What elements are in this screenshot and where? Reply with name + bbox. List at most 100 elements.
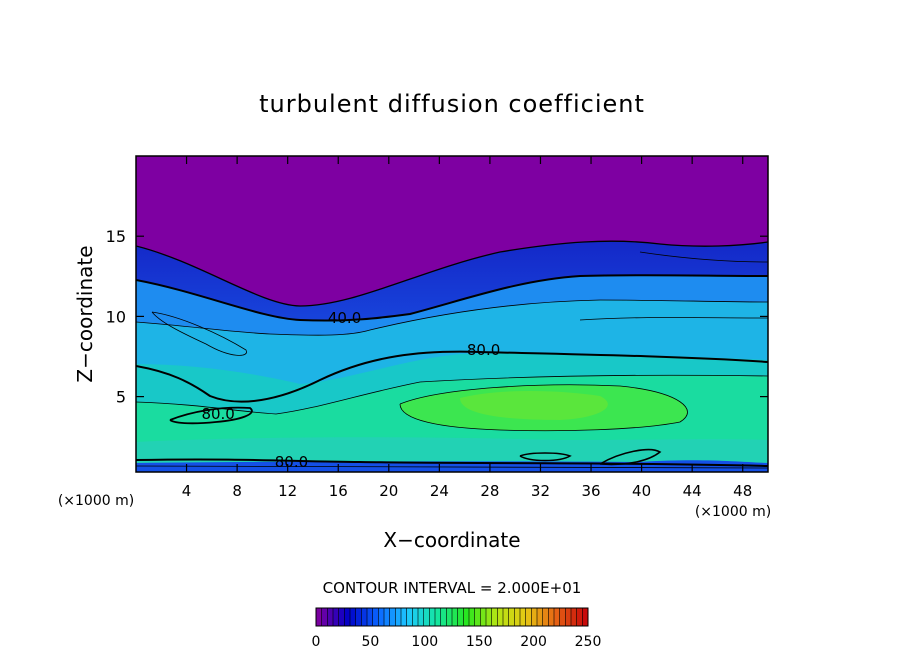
- field-low-core: [460, 391, 608, 420]
- x-tick-label: 8: [232, 482, 242, 500]
- colorbar-swatch: [350, 608, 357, 626]
- colorbar-tick-label: 200: [520, 634, 547, 650]
- contour-label: 80.0: [275, 453, 308, 471]
- colorbar-swatch: [582, 608, 589, 626]
- x-tick-label: 44: [683, 482, 702, 500]
- contour-line-100: [136, 374, 768, 415]
- colorbar-swatch: [321, 608, 328, 626]
- colorbar-swatch: [401, 608, 408, 626]
- colorbar-swatch: [531, 608, 538, 626]
- colorbar-swatch: [316, 608, 323, 626]
- colorbar-swatch: [480, 608, 487, 626]
- colorbar-swatch: [537, 608, 544, 626]
- colorbar-swatch: [491, 608, 498, 626]
- colorbar-swatch: [418, 608, 425, 626]
- contour-label: 80.0: [201, 405, 234, 423]
- x-tick-label: 12: [278, 482, 297, 500]
- colorbar-swatch: [440, 608, 447, 626]
- colorbar-swatch: [429, 608, 436, 626]
- colorbar-swatch: [463, 608, 470, 626]
- colorbar: [315, 607, 589, 627]
- x-tick-label: 4: [182, 482, 192, 500]
- colorbar-tick-label: 50: [361, 634, 379, 650]
- colorbar-swatch: [378, 608, 385, 626]
- y-tick-label: 10: [106, 307, 126, 326]
- x-axis-label: X−coordinate: [383, 528, 520, 552]
- x-axis-ticks: 4 8 12 16 20 24 28 32 36 40 44 48: [182, 156, 752, 500]
- y-tick-label: 5: [116, 388, 126, 407]
- x-tick-label: 16: [329, 482, 348, 500]
- colorbar-swatch: [372, 608, 379, 626]
- colorbar-swatch: [525, 608, 532, 626]
- colorbar-swatch: [548, 608, 555, 626]
- colorbar-swatch: [469, 608, 476, 626]
- x-unit-right: (×1000 m): [695, 504, 771, 520]
- colorbar-swatch: [338, 608, 345, 626]
- contour-interval: CONTOUR INTERVAL = 2.000E+01: [323, 579, 582, 597]
- x-tick-label: 20: [379, 482, 398, 500]
- contour-label: 40.0: [328, 309, 361, 327]
- contour-line-80-upper: [136, 350, 768, 403]
- colorbar-swatch: [486, 608, 493, 626]
- contour-lines: [136, 240, 768, 469]
- contour-label-layer: 40.0 80.0 80.0 80.0: [201, 309, 500, 471]
- x-tick-label: 32: [531, 482, 550, 500]
- x-tick-label: 48: [733, 482, 752, 500]
- y-axis-label: Z−coordinate: [73, 245, 97, 382]
- colorbar-swatch: [576, 608, 583, 626]
- colorbar-swatch: [384, 608, 391, 626]
- y-axis-ticks: 5 10 15: [106, 227, 768, 407]
- contour-line-40: [136, 274, 768, 322]
- colorbar-swatch: [457, 608, 464, 626]
- plot-area: [136, 156, 768, 472]
- colorbar-swatch: [514, 608, 521, 626]
- plot-frame: [135, 155, 769, 473]
- colorbar-swatch: [565, 608, 572, 626]
- contour-line-ground: [136, 465, 768, 469]
- colorbar-tick-label: 100: [411, 634, 438, 650]
- x-tick-label: 24: [430, 482, 449, 500]
- colorbar-swatch: [452, 608, 459, 626]
- colorbar-swatch: [503, 608, 510, 626]
- colorbar-frame: [315, 607, 589, 627]
- colorbar-tick-label: 150: [466, 634, 493, 650]
- x-tick-label: 40: [632, 482, 651, 500]
- contour-line-120: [399, 384, 688, 432]
- colorbar-swatch: [571, 608, 578, 626]
- colorbar-swatch: [520, 608, 527, 626]
- contour-line-80-lower: [136, 458, 768, 467]
- contour-line-centre-bump: [519, 452, 572, 462]
- colorbar-swatch: [367, 608, 374, 626]
- colorbar-swatch: [559, 608, 566, 626]
- y-tick-label: 15: [106, 227, 126, 246]
- colorbar-swatch: [435, 608, 442, 626]
- colorbar-swatch: [355, 608, 362, 626]
- colorbar-swatch: [542, 608, 549, 626]
- contour-line-right-loop: [599, 448, 662, 466]
- colorbar-swatch: [333, 608, 340, 626]
- contour-line-top: [136, 240, 768, 307]
- colorbar-swatch: [389, 608, 396, 626]
- colorbar-swatch: [406, 608, 413, 626]
- colorbar-swatch: [474, 608, 481, 626]
- colorbar-swatch: [497, 608, 504, 626]
- colorbar-swatch: [361, 608, 368, 626]
- colorbar-swatch: [395, 608, 402, 626]
- colorbar-tick-label: 250: [575, 634, 602, 650]
- contour-line-right-upper: [579, 317, 768, 321]
- contour-label: 80.0: [467, 341, 500, 359]
- colorbar-swatch: [412, 608, 419, 626]
- contour-line-left-loop: [169, 406, 253, 425]
- colorbar-swatch: [327, 608, 334, 626]
- colorbar-swatch: [423, 608, 430, 626]
- colorbar-tick-labels: 0 50 100 150 200 250: [312, 634, 602, 650]
- x-tick-label: 28: [480, 482, 499, 500]
- contour-line-right-mid: [639, 251, 768, 263]
- colorbar-tick-label: 0: [312, 634, 321, 650]
- colorbar-swatch: [508, 608, 515, 626]
- x-tick-label: 36: [581, 482, 600, 500]
- colorbar-swatch: [554, 608, 561, 626]
- colorbar-swatch: [344, 608, 351, 626]
- contour-line-60: [136, 299, 768, 336]
